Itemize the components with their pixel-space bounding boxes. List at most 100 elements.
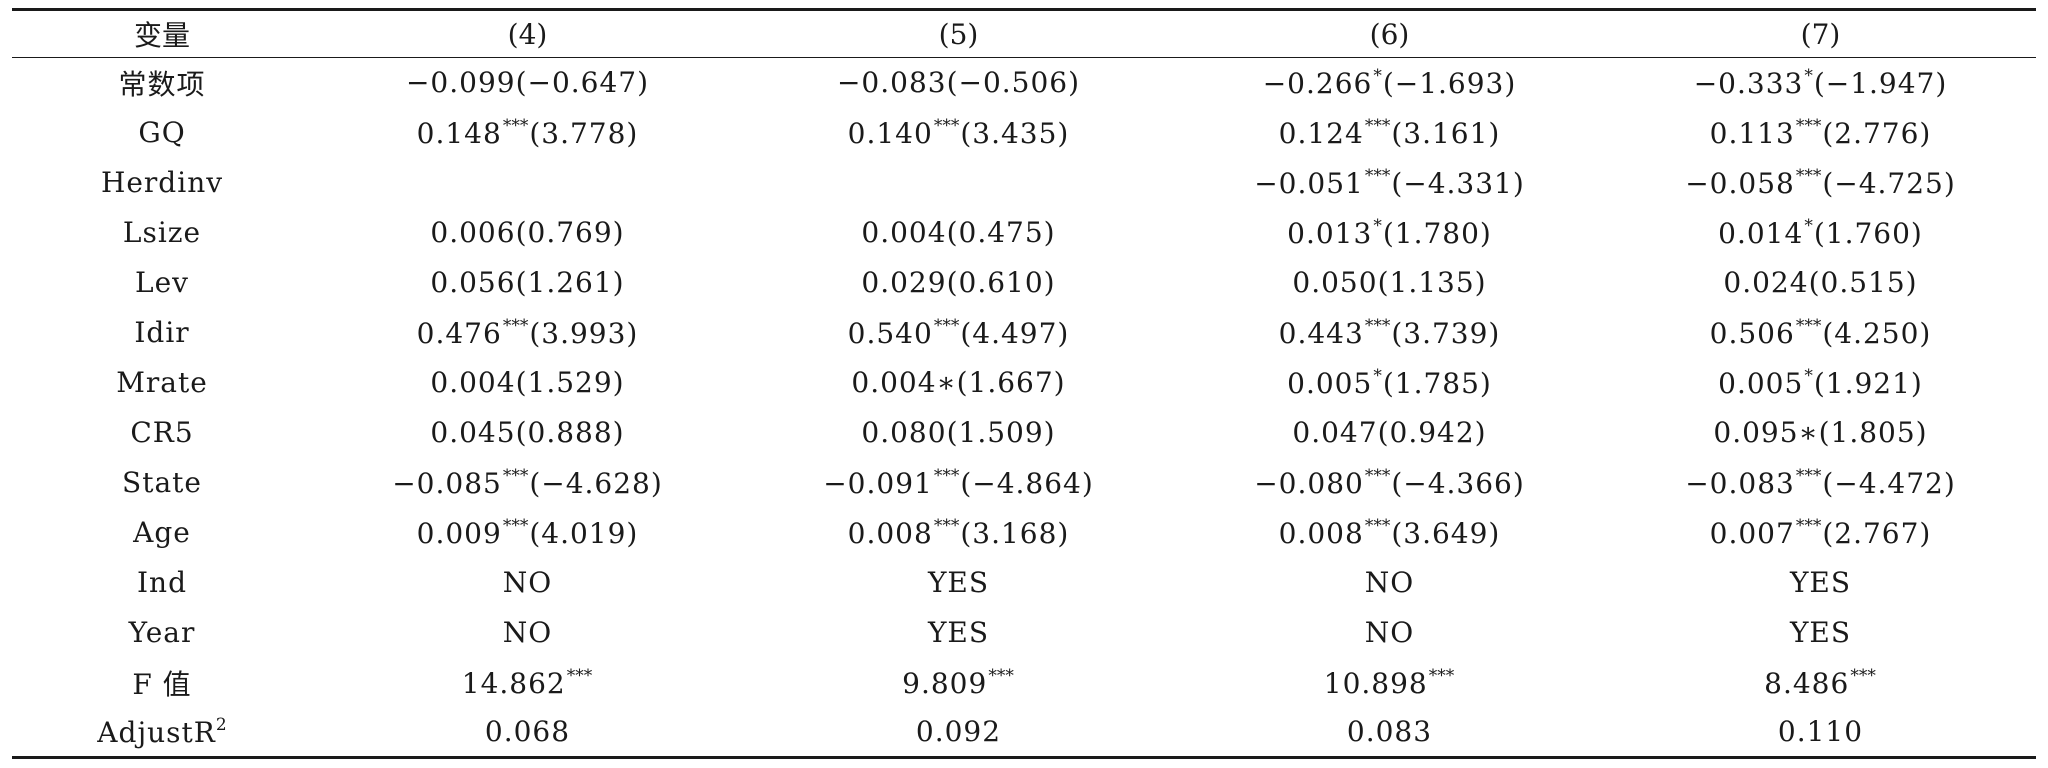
cell-content: NO — [1365, 616, 1414, 649]
cell-content: 0.008***(3.168) — [848, 516, 1070, 550]
significance-stars: *** — [502, 115, 529, 136]
cell-content: 0.506***(4.250) — [1710, 316, 1932, 350]
table-row: Ind NO YES NO YES — [12, 558, 2036, 608]
table-cell: 0.068 — [312, 707, 743, 759]
coefficient-value: 9.809 — [902, 666, 988, 700]
row-label-text: State — [122, 466, 202, 499]
coefficient-value: 10.898 — [1323, 666, 1428, 700]
table-row: AdjustR2 0.068 0.092 0.083 0.110 — [12, 707, 2036, 759]
table-cell: 9.809*** — [743, 658, 1174, 708]
table-cell: 10.898*** — [1174, 658, 1605, 708]
cell-content: YES — [928, 616, 989, 649]
cell-content: 0.476***(3.993) — [417, 316, 639, 350]
cell-content: 0.056(1.261) — [430, 266, 624, 299]
table-row: GQ 0.148***(3.778) 0.140***(3.435) 0.124***… — [12, 108, 2036, 158]
table-cell: 0.110 — [1605, 707, 2036, 759]
cell-content: 8.486*** — [1764, 666, 1877, 700]
coefficient-value: 0.113 — [1709, 116, 1795, 150]
significance-stars: *** — [502, 515, 529, 536]
coefficient-value: 0.024 — [1723, 266, 1809, 299]
table-cell: −0.091***(−4.864) — [743, 458, 1174, 508]
table-cell: 0.008***(3.649) — [1174, 508, 1605, 558]
coefficient-value: 0.443 — [1278, 316, 1364, 350]
table-cell: 0.029(0.610) — [743, 258, 1174, 308]
significance-stars: * — [1373, 365, 1382, 386]
t-statistic: (−1.693) — [1382, 66, 1517, 100]
header-column: (7) — [1605, 8, 2036, 58]
row-label-text: 常数项 — [118, 67, 206, 101]
t-statistic: (4.497) — [960, 316, 1070, 350]
row-label-text: GQ — [138, 116, 186, 149]
coefficient-value: 0.476 — [416, 316, 502, 350]
t-statistic: (2.776) — [1822, 116, 1932, 150]
cell-content: −0.099(−0.647) — [406, 66, 649, 99]
row-label-text: F 值 — [132, 667, 192, 701]
table-cell: YES — [743, 558, 1174, 608]
header-variable: 变量 — [12, 8, 312, 58]
t-statistic: (−4.331) — [1391, 166, 1525, 200]
coefficient-value: −0.083 — [1685, 466, 1795, 500]
t-statistic: (1.805) — [1818, 416, 1928, 449]
table-cell: 0.050(1.135) — [1174, 258, 1605, 308]
t-statistic: (1.785) — [1382, 366, 1492, 400]
table-row: 常数项 −0.099(−0.647) −0.083(−0.506) −0.266*(−… — [12, 58, 2036, 108]
significance-stars: *** — [1364, 165, 1391, 186]
table-cell: NO — [312, 558, 743, 608]
coefficient-value: NO — [1364, 616, 1415, 649]
significance-stars: *** — [502, 465, 529, 486]
row-label-text: CR5 — [130, 416, 194, 449]
coefficient-value: 0.083 — [1346, 715, 1433, 749]
cell-content: 10.898*** — [1324, 666, 1455, 700]
coefficient-value: 0.148 — [416, 116, 502, 150]
cell-content: 0.068 — [485, 715, 570, 748]
table-cell: YES — [743, 608, 1174, 658]
significance-stars: *** — [988, 665, 1014, 686]
t-statistic: (3.778) — [529, 116, 639, 150]
table-cell: NO — [1174, 608, 1605, 658]
significance-stars: * — [1804, 215, 1813, 236]
table-cell: 8.486*** — [1605, 658, 2036, 708]
table-row: F 值 14.862 *** 9.809*** 10.898*** 8.486*** — [12, 658, 2036, 708]
cell-content: −0.085***(−4.628) — [392, 466, 663, 500]
t-statistic: (−0.647) — [515, 66, 650, 100]
coefficient-value: −0.058 — [1685, 166, 1795, 200]
table-cell: 0.443***(3.739) — [1174, 308, 1605, 358]
cell-content: 0.443***(3.739) — [1279, 316, 1501, 350]
significance-stars: * — [1373, 215, 1382, 236]
cell-content: 0.047(0.942) — [1292, 416, 1486, 449]
row-label-text: Lev — [135, 266, 189, 299]
t-statistic: (1.780) — [1382, 216, 1492, 250]
coefficient-value: 0.004 — [861, 216, 947, 249]
coefficient-value: 0.140 — [847, 116, 933, 150]
cell-content: 0.050(1.135) — [1292, 266, 1486, 299]
cell-content: NO — [1365, 566, 1414, 599]
table-cell: 0.140***(3.435) — [743, 108, 1174, 158]
coefficient-value: 14.862 — [461, 666, 566, 700]
coefficient-value: NO — [502, 616, 553, 649]
cell-content: 0.005*(1.785) — [1287, 366, 1492, 400]
t-statistic: (1.667) — [956, 366, 1066, 399]
t-statistic: (1.760) — [1813, 216, 1923, 250]
t-statistic: (4.019) — [529, 516, 639, 550]
table-row: Herdinv −0.051***(−4.331) −0.058***(−4.725… — [12, 158, 2036, 208]
coefficient-value: 0.092 — [915, 715, 1002, 749]
coefficient-value: 0.045 — [430, 416, 516, 449]
significance-stars: *** — [1364, 465, 1391, 486]
coefficient-value: 0.050 — [1292, 266, 1378, 299]
t-statistic: (−4.628) — [529, 466, 663, 500]
cell-content: 0.006(0.769) — [430, 216, 624, 249]
coefficient-value: YES — [1789, 566, 1852, 599]
table-cell: −0.099(−0.647) — [312, 58, 743, 108]
significance-stars: *** — [933, 515, 960, 536]
significance-stars: *** — [502, 315, 529, 336]
cell-content: −0.333*(−1.947) — [1694, 66, 1948, 100]
coefficient-value: 0.008 — [847, 516, 933, 550]
row-label: Mrate — [12, 358, 312, 408]
table-cell: 0.092 — [743, 707, 1174, 759]
coefficient-value: 0.013 — [1287, 216, 1373, 250]
cell-content: 0.004∗(1.667) — [851, 366, 1065, 399]
coefficient-value: 0.124 — [1278, 116, 1364, 150]
coefficient-value: 8.486 — [1764, 666, 1850, 700]
coefficient-value: 0.005 — [1287, 366, 1373, 400]
significance-stars: *** — [933, 465, 960, 486]
